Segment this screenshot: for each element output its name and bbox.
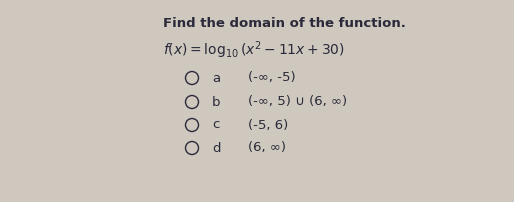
Text: b: b [212, 96, 221, 108]
Text: (-∞, -5): (-∞, -5) [248, 72, 296, 84]
Text: (6, ∞): (6, ∞) [248, 141, 286, 155]
Text: Find the domain of the function.: Find the domain of the function. [163, 17, 406, 30]
Text: d: d [212, 141, 221, 155]
Text: $f(x) = \log_{10}(x^2 - 11x + 30)$: $f(x) = \log_{10}(x^2 - 11x + 30)$ [163, 39, 345, 61]
Text: c: c [212, 119, 219, 132]
Text: (-∞, 5) ∪ (6, ∞): (-∞, 5) ∪ (6, ∞) [248, 96, 347, 108]
Text: a: a [212, 72, 220, 84]
Text: (-5, 6): (-5, 6) [248, 119, 288, 132]
